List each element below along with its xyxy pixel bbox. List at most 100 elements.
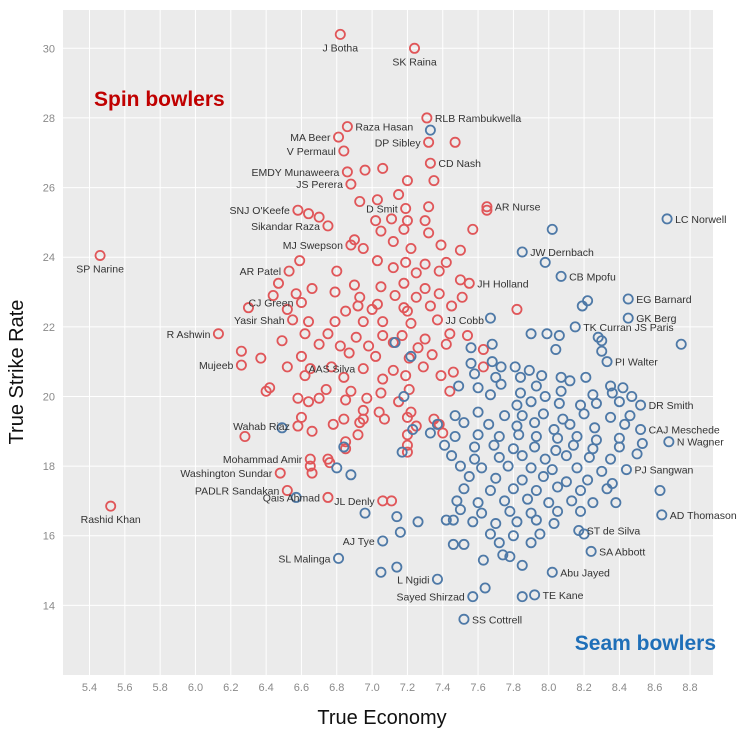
point-label: Rashid Khan <box>81 514 141 526</box>
seam-point <box>605 380 617 392</box>
spin-point <box>361 392 373 404</box>
seam-point <box>499 410 511 422</box>
spin-point <box>370 350 382 362</box>
spin-point <box>377 316 389 328</box>
spin-point <box>403 352 415 364</box>
spin-point <box>467 223 479 235</box>
seam-point <box>495 361 507 373</box>
seam-point <box>534 528 546 540</box>
seam-point <box>469 441 481 453</box>
x-tick-label: 6.6 <box>294 682 309 694</box>
seam-point <box>537 471 549 483</box>
spin-point <box>299 328 311 340</box>
seam-point <box>583 451 595 463</box>
seam-point <box>622 293 634 305</box>
seam-point <box>605 411 617 423</box>
point-label: Wahab Riaz <box>233 421 290 433</box>
seam-point <box>493 451 505 463</box>
spin-point <box>477 343 489 355</box>
x-tick-label: 5.4 <box>82 682 97 694</box>
seam-point <box>675 338 687 350</box>
point-label: AR Patel <box>240 266 281 278</box>
seam-point <box>516 450 528 462</box>
x-tick-label: 8.2 <box>576 682 591 694</box>
seam-point <box>472 406 484 418</box>
spin-point <box>444 385 456 397</box>
seam-point <box>613 441 625 453</box>
spin-point <box>331 265 343 277</box>
seam-point <box>454 504 466 516</box>
spin-points <box>94 28 523 512</box>
spin-point <box>334 340 346 352</box>
seam-point <box>412 516 424 528</box>
seam-point <box>516 474 528 486</box>
spin-point <box>408 42 420 54</box>
spin-point <box>435 239 447 251</box>
seam-point <box>590 397 602 409</box>
seam-point <box>447 514 459 526</box>
spin-point <box>405 317 417 329</box>
seam-point <box>507 443 519 455</box>
seam-point <box>458 417 470 429</box>
seam-point <box>525 462 537 474</box>
seam-point <box>504 505 516 517</box>
point-label: CAJ Meschede <box>649 425 720 437</box>
seam-point <box>407 424 419 436</box>
spin-point <box>357 413 369 425</box>
point-label: JH Holland <box>477 278 529 290</box>
point-label: L Ngidi <box>397 574 429 586</box>
spin-point <box>375 387 387 399</box>
seam-point <box>522 493 534 505</box>
seam-point <box>564 375 576 387</box>
spin-point <box>423 227 435 239</box>
seam-point <box>511 516 523 528</box>
point-label: Mujeeb <box>199 360 234 372</box>
y-tick-label: 22 <box>43 322 55 334</box>
seam-point <box>596 465 608 477</box>
seam-point <box>620 464 632 476</box>
seam-point <box>504 551 516 563</box>
seam-point <box>458 613 470 625</box>
spin-point <box>370 215 382 227</box>
seam-point <box>472 497 484 509</box>
spin-point <box>303 316 315 328</box>
spin-point <box>401 175 413 187</box>
seam-point <box>377 535 389 547</box>
point-label: DP Sibley <box>375 137 422 149</box>
spin-point <box>329 286 341 298</box>
x-tick-label: 8.6 <box>647 682 662 694</box>
point-label: DR Smith <box>649 400 694 412</box>
seam-point <box>525 396 537 408</box>
spin-point <box>354 195 366 207</box>
spin-point <box>329 316 341 328</box>
seam-point <box>484 528 496 540</box>
seam-point <box>585 545 597 557</box>
seam-point <box>636 437 648 449</box>
point-label: EMDY Munaweera <box>251 167 339 179</box>
spin-point <box>338 413 350 425</box>
y-axis-title: True Strike Rate <box>6 300 28 445</box>
seam-point <box>458 483 470 495</box>
spin-point <box>341 121 353 133</box>
spin-point <box>359 164 371 176</box>
seam-point <box>555 385 567 397</box>
seam-point <box>605 453 617 465</box>
seam-point <box>635 424 647 436</box>
point-label: MJ Swepson <box>283 240 343 252</box>
point-label: D Smit <box>366 203 398 215</box>
seam-point <box>477 554 489 566</box>
spin-point <box>371 255 383 267</box>
spin-point <box>357 316 369 328</box>
seam-point <box>493 431 505 443</box>
spin-point <box>377 373 389 385</box>
point-label: SK Raina <box>392 56 437 68</box>
seam-point <box>495 378 507 390</box>
point-label: RLB Rambukwella <box>435 113 522 125</box>
spin-point <box>387 364 399 376</box>
seam-point <box>514 371 526 383</box>
spin-point <box>343 347 355 359</box>
point-label: JJ Cobb <box>445 315 484 327</box>
seam-group-label: Seam bowlers <box>575 632 716 655</box>
seam-point <box>290 491 302 503</box>
point-label: Sayed Shirzad <box>396 592 464 604</box>
